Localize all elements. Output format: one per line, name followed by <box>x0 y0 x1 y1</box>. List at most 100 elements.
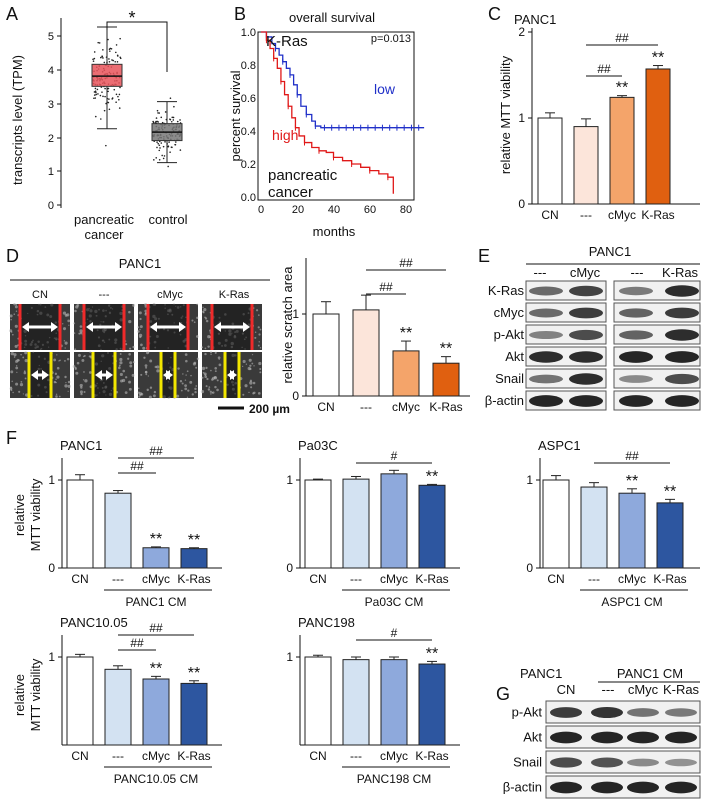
cell-speck <box>127 357 130 360</box>
blot-band <box>569 373 603 385</box>
panel-a-point <box>179 119 181 121</box>
cell-speck <box>62 311 67 315</box>
cell-speck <box>214 385 217 389</box>
cell-speck <box>79 325 83 328</box>
cell-speck <box>13 353 17 357</box>
bar <box>418 663 446 746</box>
bar <box>537 117 563 205</box>
panel-b-xtick: 0 <box>258 204 264 216</box>
cell-speck <box>143 356 146 359</box>
x-tick-label: cMyc <box>608 208 636 222</box>
panel-a-point <box>155 117 158 119</box>
blot-band <box>619 395 653 407</box>
blot-band <box>529 395 563 407</box>
cell-speck <box>186 396 189 398</box>
cell-speck <box>176 394 180 398</box>
arrow-head <box>150 322 157 332</box>
blot-band <box>591 706 623 719</box>
panel-a-point <box>94 87 97 90</box>
cell-speck <box>15 310 18 313</box>
arrow-head <box>22 322 29 332</box>
cell-speck <box>258 333 261 336</box>
cell-speck <box>212 376 216 380</box>
panel-a-point <box>175 141 177 143</box>
cell-speck <box>210 393 212 395</box>
panel-a-point <box>94 90 97 92</box>
cell-speck <box>10 351 14 356</box>
panel-b-km-curves <box>261 31 425 194</box>
blot-band <box>665 285 699 297</box>
cell-speck <box>145 373 148 376</box>
blot-row-label: β-actin <box>503 780 542 795</box>
arrow-head <box>31 370 38 380</box>
panel-a-point <box>103 109 106 112</box>
cell-speck <box>122 369 126 373</box>
cell-speck <box>79 329 83 333</box>
blot-row-label: K-Ras <box>488 283 525 298</box>
bar <box>304 656 332 746</box>
panel-b-title: overall survival <box>289 10 375 25</box>
panel-a-point <box>102 49 104 51</box>
cell-speck <box>88 355 91 358</box>
blot-band <box>665 758 697 767</box>
cell-speck <box>137 387 140 390</box>
cell-speck <box>15 366 19 370</box>
cell-speck <box>216 388 219 392</box>
cell-speck <box>73 322 76 325</box>
panel-d-scale-label: 200 µm <box>249 402 290 416</box>
cell-speck <box>180 389 183 392</box>
cell-speck <box>9 387 13 391</box>
panel-a-point <box>104 87 106 90</box>
bar <box>609 96 635 205</box>
cell-speck <box>140 392 144 396</box>
panel-f-chart-panc198: PANC198 1 CN --- cMyc ** K-Ras # PANC198 CM <box>286 615 460 786</box>
cell-speck <box>204 375 208 379</box>
cell-speck <box>74 367 77 370</box>
cell-speck <box>145 366 148 369</box>
panel-a-point <box>169 118 172 121</box>
panel-d-col-label: CN <box>32 289 48 301</box>
sig-hash: ## <box>615 31 629 45</box>
blot-band <box>529 351 563 363</box>
cell-speck <box>252 381 256 385</box>
panel-g-western-blot: p-Akt Akt Snail β-actin <box>503 700 701 799</box>
cell-speck <box>15 303 18 306</box>
blot-row-label: Akt <box>523 730 542 745</box>
cell-speck <box>195 385 198 387</box>
panel-a-point <box>156 109 159 112</box>
panel-a-point <box>109 47 112 50</box>
x-tick-label: K-Ras <box>177 572 210 586</box>
cell-speck <box>177 367 180 370</box>
panel-a-point <box>157 142 160 145</box>
sig-stars: ** <box>664 483 676 500</box>
blot-band <box>665 351 699 363</box>
cell-speck <box>62 323 64 325</box>
blot-band <box>619 330 653 340</box>
cell-speck <box>218 358 220 361</box>
cell-speck <box>11 380 13 383</box>
cell-speck <box>259 368 262 371</box>
panel-a-point <box>160 142 163 144</box>
panel-a-point <box>152 121 155 124</box>
x-tick-label: CN <box>71 749 88 763</box>
panel-a-point <box>164 141 166 143</box>
sig-hash: ## <box>149 621 163 635</box>
cell-speck <box>13 313 16 315</box>
cell-speck <box>214 351 217 354</box>
cell-speck <box>22 356 25 359</box>
panel-f-chart-panc1005: PANC10.05 1 CN --- ** cMyc ** K-Ras ## ## PANC10.0… <box>48 615 222 786</box>
panel-a-point <box>119 56 122 59</box>
panel-e-western-blot: K-Ras cMyc p-Akt Akt Snail β-actin <box>485 280 701 411</box>
cell-speck <box>83 391 86 394</box>
cell-speck <box>73 332 76 334</box>
panel-a-point <box>115 93 118 96</box>
cell-speck <box>64 341 68 345</box>
sig-hash: ## <box>399 256 413 270</box>
cell-speck <box>119 372 123 377</box>
blot-band <box>627 708 659 717</box>
cell-speck <box>189 380 193 384</box>
cell-speck <box>24 351 28 355</box>
cell-speck <box>194 390 197 394</box>
panel-d: D PANC1 CN --- cMyc K-Ras 200 µm relativ… <box>6 246 470 416</box>
panel-a-ytick: 5 <box>48 31 54 43</box>
